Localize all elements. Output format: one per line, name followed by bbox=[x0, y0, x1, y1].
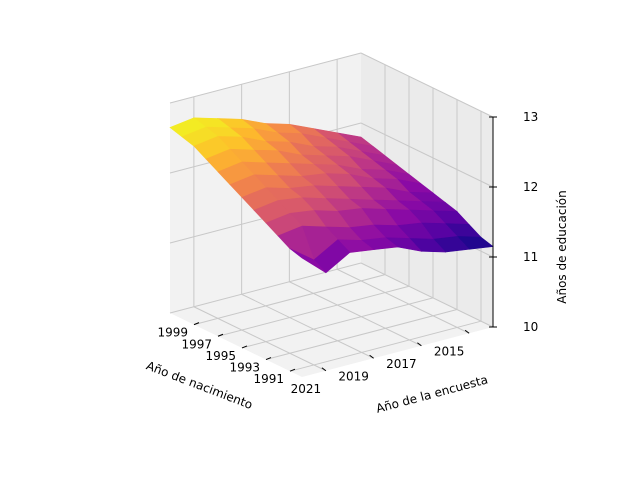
grid-line-x-floor bbox=[289, 320, 482, 372]
grid-line-z-right bbox=[360, 122, 494, 188]
z-tick-label: 10 bbox=[523, 320, 538, 334]
y-tick-mark bbox=[417, 342, 422, 347]
grid-line-z-right bbox=[360, 262, 494, 328]
grid-line-x-floor bbox=[217, 285, 410, 337]
surface-facet bbox=[289, 248, 327, 274]
z-tick-label: 12 bbox=[523, 180, 538, 194]
x-tick-mark bbox=[217, 333, 224, 337]
x-tick-label: 1999 bbox=[157, 326, 188, 340]
grid-line-x-floor bbox=[265, 309, 458, 361]
grid-line-x-floor bbox=[241, 297, 434, 349]
x-tick-label: 1993 bbox=[229, 361, 260, 375]
x-tick-label: 1995 bbox=[205, 349, 236, 363]
y-tick-label: 2021 bbox=[291, 382, 322, 396]
x-tick-mark bbox=[241, 345, 248, 349]
x-tick-label: 1997 bbox=[181, 337, 212, 351]
grid-line-z-left bbox=[169, 262, 362, 314]
grid-line-y-floor bbox=[241, 293, 374, 359]
floor-pane bbox=[170, 263, 493, 377]
x-tick-mark bbox=[289, 368, 296, 372]
y-tick-label: 2019 bbox=[338, 369, 369, 383]
y-tick-mark bbox=[321, 367, 327, 372]
grid-line-y-floor bbox=[289, 281, 422, 347]
surface-plot bbox=[169, 117, 494, 274]
grid-line-y-floor bbox=[193, 306, 327, 372]
grid-line-z-left bbox=[169, 52, 362, 104]
x-tick-mark bbox=[193, 322, 200, 326]
grid-line-x-floor bbox=[193, 274, 386, 326]
z-tick-label: 13 bbox=[523, 110, 538, 124]
grid-line-z-right bbox=[360, 52, 494, 118]
y-tick-mark bbox=[464, 329, 470, 334]
y-tick-mark bbox=[369, 354, 374, 359]
z-tick-label: 11 bbox=[523, 250, 538, 264]
x-tick-mark bbox=[265, 357, 272, 361]
x-tick-label: 1991 bbox=[253, 372, 284, 386]
z-axis-label: Años de educación bbox=[555, 190, 569, 303]
grid-line-y-floor bbox=[336, 268, 470, 334]
y-tick-label: 2017 bbox=[386, 357, 417, 371]
y-axis-label: Año de la encuesta bbox=[375, 372, 490, 415]
y-tick-label: 2015 bbox=[434, 344, 465, 358]
